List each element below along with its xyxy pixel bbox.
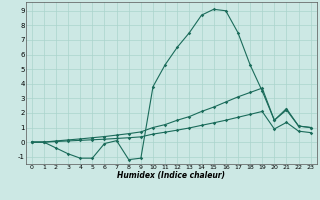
X-axis label: Humidex (Indice chaleur): Humidex (Indice chaleur) <box>117 171 225 180</box>
